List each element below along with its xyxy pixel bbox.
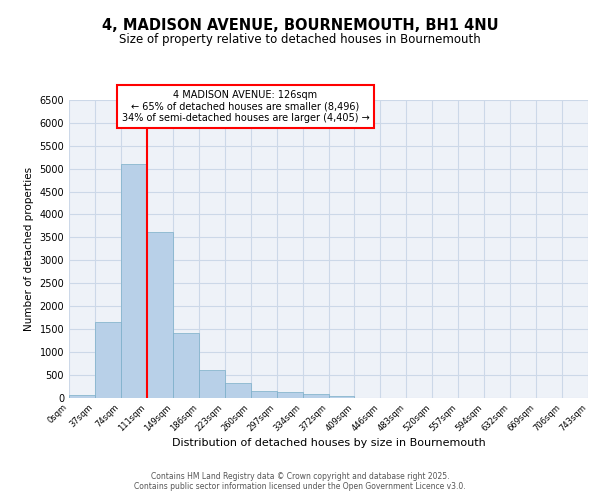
X-axis label: Distribution of detached houses by size in Bournemouth: Distribution of detached houses by size … [172, 438, 485, 448]
Bar [69, 395, 95, 398]
Bar [95, 322, 121, 398]
Bar [329, 396, 355, 398]
Bar [225, 384, 251, 398]
Y-axis label: Number of detached properties: Number of detached properties [24, 166, 34, 331]
Bar [251, 390, 277, 398]
Text: Size of property relative to detached houses in Bournemouth: Size of property relative to detached ho… [119, 32, 481, 46]
Text: 4, MADISON AVENUE, BOURNEMOUTH, BH1 4NU: 4, MADISON AVENUE, BOURNEMOUTH, BH1 4NU [101, 18, 499, 32]
Text: Contains HM Land Registry data © Crown copyright and database right 2025.: Contains HM Land Registry data © Crown c… [151, 472, 449, 481]
Text: Contains public sector information licensed under the Open Government Licence v3: Contains public sector information licen… [134, 482, 466, 491]
Bar [173, 332, 199, 398]
Bar [199, 370, 224, 398]
Bar [302, 394, 329, 398]
Bar [147, 232, 173, 398]
Bar [277, 392, 302, 398]
Bar [121, 164, 147, 398]
Text: 4 MADISON AVENUE: 126sqm
← 65% of detached houses are smaller (8,496)
34% of sem: 4 MADISON AVENUE: 126sqm ← 65% of detach… [122, 90, 370, 123]
